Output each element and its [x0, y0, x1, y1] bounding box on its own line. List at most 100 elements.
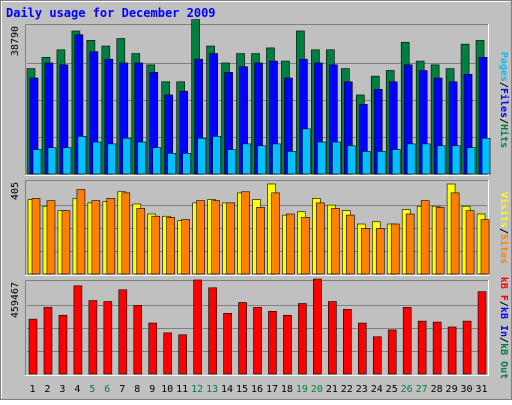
pages-bar [391, 149, 401, 175]
kbytes-bar [462, 320, 472, 375]
sites-bar [405, 213, 415, 275]
kbytes-bar [103, 301, 113, 375]
x-tick-label: 12 [191, 384, 203, 395]
pages-bar [182, 152, 191, 175]
pages-bar [62, 147, 72, 175]
kbytes-bar [163, 332, 173, 375]
kbytes-bar [357, 322, 367, 375]
kbytes-legend-part: kB Out [498, 343, 509, 379]
x-axis: 1 2 3 4 5 6 7 8 9 10 11 12 13 14 15 16 17 18 19 20 21 22 23 24 2… [29, 384, 487, 395]
sites-bar [46, 200, 56, 275]
pages-bar [92, 141, 102, 175]
x-tick-label: 30 [461, 384, 473, 395]
x-tick-label: 13 [206, 384, 218, 395]
kbytes-bar [477, 291, 487, 375]
sites-bar [390, 223, 400, 275]
sites-bar [136, 208, 146, 275]
x-tick-label: 11 [176, 384, 188, 395]
hits-legend-part: / [498, 118, 509, 124]
hits-legend-part: Hits [498, 124, 510, 148]
kbytes-bar [43, 307, 53, 375]
panel-hits-files-pages: 38790 Pages/Files/Hits [10, 19, 510, 176]
pages-bar [376, 151, 386, 175]
kbytes-bar [432, 321, 442, 375]
kbytes-bar [298, 303, 307, 375]
pages-bar [421, 143, 431, 175]
x-tick-label: 23 [356, 384, 368, 395]
sites-bar [181, 219, 190, 275]
x-tick-label: 22 [341, 384, 353, 395]
sites-bar [76, 189, 86, 275]
hits-legend-part: Pages [498, 52, 509, 82]
visits-legend: Visits/Sites [498, 192, 510, 264]
x-tick-label: 5 [89, 384, 95, 395]
sites-bar [360, 228, 370, 275]
x-tick-label: 6 [104, 384, 110, 395]
sites-bar [331, 208, 340, 275]
sites-bar [211, 200, 220, 275]
kbytes-bar [73, 285, 83, 375]
x-tick-label: 31 [475, 384, 487, 395]
pages-bar [212, 136, 221, 175]
x-tick-label: 20 [311, 384, 323, 395]
kbytes-legend-part: kB In [498, 307, 509, 337]
pages-bar [347, 145, 356, 175]
pages-bar [47, 147, 57, 175]
kbytes-legend-part: / [498, 301, 509, 307]
kbytes-bar [148, 322, 158, 375]
kbytes-bar [28, 318, 38, 375]
sites-bar [435, 207, 445, 275]
pages-bar [152, 147, 162, 175]
kbytes-bar [88, 300, 98, 375]
pages-bar [302, 128, 311, 175]
sites-bar [450, 192, 460, 275]
pages-bar [167, 152, 177, 175]
hits-legend-part: / [498, 82, 509, 88]
x-tick-label: 24 [371, 384, 383, 395]
visits-legend-part: / [498, 228, 509, 234]
x-tick-label: 21 [326, 384, 338, 395]
kbytes-bar [387, 329, 397, 375]
pages-bar [272, 143, 281, 175]
sites-bar [91, 200, 101, 275]
kbytes-bar [253, 307, 262, 375]
pages-bar [466, 147, 476, 175]
kbytes-legend-part: kB F [498, 277, 509, 301]
pages-bar [436, 145, 446, 175]
x-tick-label: 19 [296, 384, 308, 395]
sites-bar [166, 217, 176, 275]
x-tick-label: 25 [386, 384, 398, 395]
visits-legend-part: Sites [498, 234, 510, 264]
sites-bar [106, 198, 116, 275]
sites-bar [316, 202, 325, 275]
sites-bar [256, 207, 265, 275]
kbytes-bar [372, 336, 382, 375]
visits-legend-part: Visits [498, 192, 510, 228]
pages-bar [197, 137, 206, 175]
sites-bar [271, 192, 280, 275]
sites-bar [480, 219, 490, 275]
kbytes-bar [283, 314, 292, 375]
x-tick-label: 15 [236, 384, 248, 395]
pages-bar [451, 145, 461, 175]
kbytes-legend: kB F/kB In/kB Out [498, 277, 509, 379]
chart-title: Daily usage for December 2009 [6, 6, 216, 20]
hits-ymax-label: 38790 [10, 26, 21, 56]
pages-bar [107, 143, 117, 175]
x-tick-label: 14 [221, 384, 233, 395]
sites-bar [31, 198, 41, 275]
sites-bar [420, 200, 430, 275]
x-tick-label: 17 [266, 384, 278, 395]
kbytes-bar [417, 320, 427, 375]
hits-legend: Pages/Files/Hits [498, 52, 510, 148]
x-tick-label: 16 [251, 384, 263, 395]
kbytes-bar [193, 279, 202, 375]
x-tick-label: 7 [119, 384, 125, 395]
pages-bar [361, 151, 371, 175]
sites-bar [151, 215, 161, 275]
pages-bar [242, 143, 251, 175]
kbytes-bar [133, 305, 143, 375]
pages-bar [332, 141, 341, 175]
pages-bar [257, 145, 266, 175]
